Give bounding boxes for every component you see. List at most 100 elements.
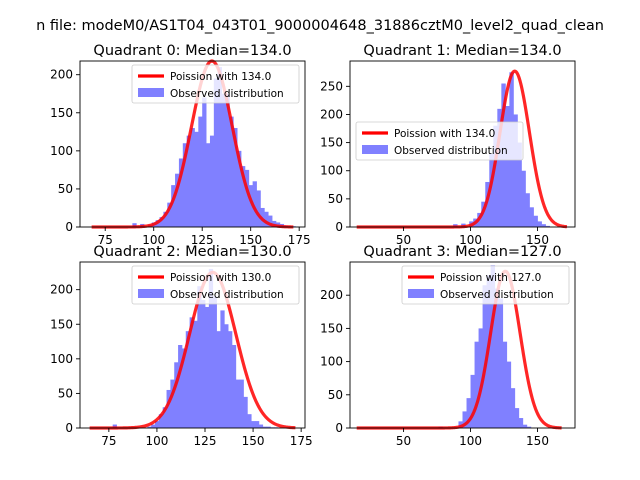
y-tick-label: 100 [50,352,73,366]
x-tick-label: 150 [526,434,549,448]
x-tick-label: 75 [101,434,116,448]
hist-bar [462,411,467,428]
hist-bar [541,224,546,227]
legend-hist-label: Observed distribution [170,289,284,301]
hist-bar [490,265,496,428]
hist-bar [505,106,510,227]
hist-bar [194,131,199,227]
hist-bar [193,320,198,428]
hist-bar [493,125,498,227]
hist-bar [482,285,488,428]
hist-bar [186,135,191,227]
subplot-title: Quadrant 1: Median=134.0 [363,43,561,59]
hist-bar [518,418,524,428]
y-tick-label: 200 [320,107,343,121]
hist-bar [264,211,269,227]
hist-bar [206,143,211,227]
hist-bar [132,223,137,227]
x-tick-label: 150 [242,434,265,448]
y-tick-label: 100 [50,144,73,158]
hist-bar [181,348,187,428]
hist-bar [247,414,252,428]
hist-bar [235,379,241,428]
hist-bar [185,331,191,428]
y-tick-label: 0 [65,220,73,234]
subplot-3: 50 100 150 0 50 100 150 200 Quadrant 3: Median=1… [320,244,576,448]
legend: Poission with 134.0 Observed distribution [355,121,524,161]
hist-bar [159,217,164,227]
x-tick-label: 50 [396,233,411,247]
hist-bar [258,424,264,428]
hist-bar [178,158,184,227]
hist-bar [494,288,500,428]
x-tick-label: 100 [459,434,482,448]
hist-bar [182,143,188,227]
hist-bar [526,426,532,428]
y-tick-label: 0 [335,220,343,234]
y-tick-label: 200 [50,283,73,297]
hist-bar [220,310,225,428]
hist-bar [158,414,164,428]
subplot-title: Quadrant 0: Median=134.0 [93,43,291,59]
y-tick-label: 0 [65,421,73,435]
hist-bar [498,298,504,428]
hist-bar [213,78,219,227]
hist-bar [466,398,471,428]
legend: Poission with 130.0 Observed distribution [131,265,300,305]
hist-bar [266,426,271,428]
hist-bar [502,341,508,428]
legend-frame [131,64,300,104]
hist-bar [517,142,522,227]
hist-bar [537,221,542,227]
x-tick-label: 100 [142,233,165,247]
hist-bar [190,128,195,227]
hist-bar [208,268,214,428]
x-tick-label: 125 [194,434,217,448]
hist-bar [522,424,528,428]
hist-bar [229,116,234,227]
legend-hist-swatch [362,145,388,154]
y-tick-label: 150 [50,317,73,331]
y-tick-label: 100 [320,355,343,369]
x-tick-label: 125 [191,233,214,247]
legend-frame [401,265,570,305]
hist-bar [174,362,179,428]
y-tick-label: 50 [58,182,73,196]
hist-bar [151,424,156,428]
legend: Poission with 134.0 Observed distribution [131,64,300,104]
legend-frame [131,265,300,305]
hist-bar [155,421,160,428]
legend-hist-swatch [138,88,164,97]
y-tick-label: 200 [320,288,343,302]
hist-bar [112,424,117,428]
x-tick-label: 100 [459,233,482,247]
hist-bar [239,379,244,428]
y-tick-label: 250 [320,79,343,93]
hist-bar [209,135,215,227]
hist-bar [244,169,250,227]
axes-frame [79,261,306,429]
hist-bar [233,128,238,227]
y-tick-label: 150 [50,106,73,120]
y-tick-label: 150 [320,136,343,150]
hist-bar [255,421,260,428]
hist-bar [225,93,230,227]
hist-bar [268,215,273,227]
hist-bar [533,215,538,227]
hist-bar [201,300,206,428]
x-tick-label: 100 [145,434,168,448]
legend-hist-label: Observed distribution [170,88,284,100]
hist-bar [178,345,183,428]
hist-bar [485,181,490,227]
hist-bar [497,108,502,227]
y-tick-label: 50 [328,192,343,206]
hist-bar [521,170,526,227]
y-tick-label: 0 [335,421,343,435]
hist-bar [243,396,248,428]
y-tick-label: 100 [320,164,343,178]
hist-bar [205,306,210,428]
hist-bar [166,389,171,428]
hist-bar [216,331,221,428]
hist-bar [251,421,256,428]
